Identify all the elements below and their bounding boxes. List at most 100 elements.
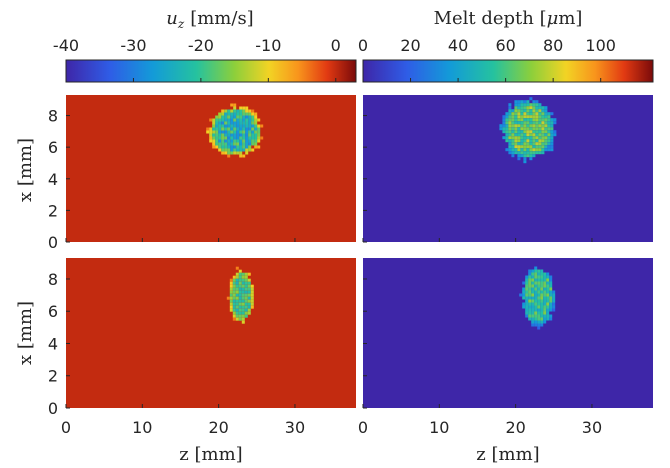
heatmap-cell xyxy=(230,104,233,107)
heatmap-cell xyxy=(239,288,242,291)
heatmap-cell xyxy=(526,124,529,127)
heatmap-cell xyxy=(528,291,531,294)
heatmap-cell xyxy=(543,279,546,282)
heatmap-cell xyxy=(230,152,233,155)
heatmap-cell xyxy=(523,151,526,154)
heatmap-cell xyxy=(544,115,547,118)
heatmap-cell xyxy=(254,146,257,149)
heatmap-cell xyxy=(517,112,520,115)
heatmap-cell xyxy=(529,121,532,124)
heatmap-cell xyxy=(505,130,508,133)
heatmap-cell xyxy=(233,294,236,297)
heatmap-cell xyxy=(236,312,239,315)
heatmap-cell xyxy=(254,122,257,125)
heatmap-cell xyxy=(245,300,248,303)
heatmap-cell xyxy=(230,113,233,116)
heatmap-cell xyxy=(239,273,242,276)
heatmap-cell xyxy=(528,270,531,273)
heatmap-cell xyxy=(532,106,535,109)
heatmap-cell xyxy=(547,130,550,133)
heatmap-cell xyxy=(535,142,538,145)
heatmap-cell xyxy=(212,119,215,122)
heatmap-cell xyxy=(245,119,248,122)
heatmap-cell xyxy=(508,145,511,148)
heatmap-cell xyxy=(251,113,254,116)
heatmap-cell xyxy=(236,300,239,303)
colorbar-tick-label: 60 xyxy=(495,36,515,55)
heatmap-cell xyxy=(540,294,543,297)
heatmap-cell xyxy=(541,133,544,136)
colorbar-gradient xyxy=(363,60,653,82)
colorbar-tick-label: 40 xyxy=(448,36,468,55)
heatmap-cell xyxy=(543,291,546,294)
heatmap-cell xyxy=(540,288,543,291)
heatmap-cell xyxy=(245,288,248,291)
heatmap-cell xyxy=(212,128,215,131)
heatmap-cell xyxy=(230,285,233,288)
heatmap-cell xyxy=(523,136,526,139)
heatmap-cell xyxy=(251,143,254,146)
heatmap-cell xyxy=(242,149,245,152)
heatmap-cell xyxy=(541,109,544,112)
heatmap-cell xyxy=(221,134,224,137)
heatmap-cell xyxy=(236,143,239,146)
heatmap-cell xyxy=(221,116,224,119)
heatmap-cell xyxy=(242,131,245,134)
heatmap-cell xyxy=(531,270,534,273)
heatmap-cell xyxy=(236,131,239,134)
heatmap-cell xyxy=(525,309,528,312)
heatmap-cell xyxy=(544,106,547,109)
heatmap-cell xyxy=(538,112,541,115)
heatmap-cell xyxy=(233,122,236,125)
heatmap-cell xyxy=(543,300,546,303)
heatmap-cell xyxy=(248,113,251,116)
heatmap-cell xyxy=(254,131,257,134)
heatmap-cell xyxy=(546,291,549,294)
heatmap-cell xyxy=(218,146,221,149)
heatmap-cell xyxy=(544,145,547,148)
heatmap-cell xyxy=(529,103,532,106)
heatmap-cell xyxy=(218,113,221,116)
heatmap-cell xyxy=(520,100,523,103)
heatmap-cell xyxy=(537,270,540,273)
heatmap-cell xyxy=(233,134,236,137)
heatmap-cell xyxy=(242,110,245,113)
heatmap-cell xyxy=(236,288,239,291)
heatmap-cell xyxy=(227,155,230,158)
heatmap-cell xyxy=(245,128,248,131)
heatmap-cell xyxy=(543,294,546,297)
heatmap-cell xyxy=(523,145,526,148)
heatmap-cell xyxy=(242,285,245,288)
heatmap-cell xyxy=(236,306,239,309)
heatmap-cell xyxy=(248,279,251,282)
heatmap-cell xyxy=(529,124,532,127)
heatmap-cell xyxy=(224,146,227,149)
heatmap-cell xyxy=(531,282,534,285)
heatmap-cell xyxy=(230,297,233,300)
heatmap-cell xyxy=(535,100,538,103)
heatmap-cell xyxy=(534,273,537,276)
heatmap-cell xyxy=(254,137,257,140)
heatmap-cell xyxy=(520,124,523,127)
heatmap-cell xyxy=(248,288,251,291)
heatmap-cell xyxy=(535,127,538,130)
heatmap-cell xyxy=(538,151,541,154)
heatmap-cell xyxy=(544,112,547,115)
colorbar-tick-label: -30 xyxy=(120,36,146,55)
heatmap-cell xyxy=(537,276,540,279)
heatmap-cell xyxy=(547,133,550,136)
heatmap-cell xyxy=(224,131,227,134)
heatmap-cell xyxy=(514,121,517,124)
heatmap-cell xyxy=(248,300,251,303)
heatmap-cell xyxy=(227,128,230,131)
heatmap-cell xyxy=(538,127,541,130)
heatmap-cell xyxy=(544,124,547,127)
heatmap-cell xyxy=(532,148,535,151)
heatmap-cell xyxy=(230,134,233,137)
heatmap-cell xyxy=(209,137,212,140)
heatmap-cell xyxy=(245,306,248,309)
heatmap-cell xyxy=(550,136,553,139)
heatmap-cell xyxy=(251,291,254,294)
colorbar-tick-label: 20 xyxy=(400,36,420,55)
heatmap-cell xyxy=(538,115,541,118)
